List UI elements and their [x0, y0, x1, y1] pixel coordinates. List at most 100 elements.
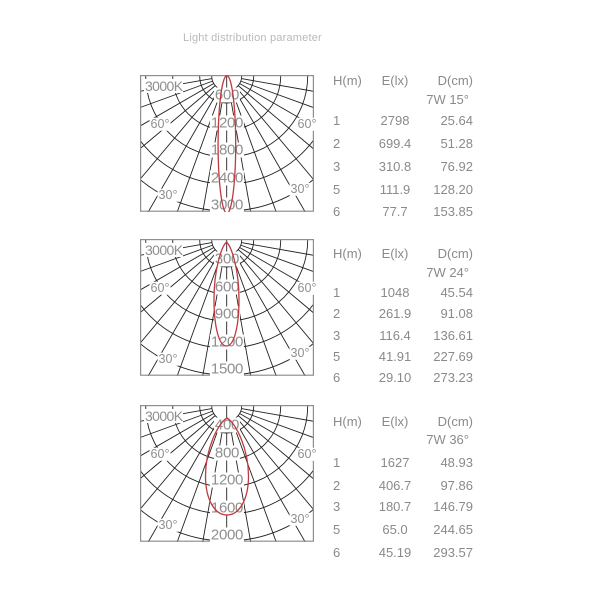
table-row: 1 1048 45.54: [333, 285, 473, 301]
cell-h: 2: [333, 306, 341, 321]
col-header-d: D(cm): [437, 246, 473, 261]
cell-e: 41.91: [378, 349, 412, 364]
table-row: 5 41.91 227.69: [333, 349, 473, 365]
cell-d: 76.92: [440, 159, 473, 174]
col-header-d: D(cm): [437, 414, 473, 429]
cell-d: 244.65: [433, 522, 473, 537]
photometric-diagram-36deg: 3000K 400 800 1200 1600 2000 60° 60° 30°…: [140, 405, 318, 544]
radial-tick-label: 600: [213, 278, 241, 296]
photometric-diagram-24deg: 3000K 300 600 900 1200 1500 60° 60° 30° …: [140, 239, 318, 377]
cell-d: 136.61: [433, 328, 473, 343]
cell-e: 406.7: [378, 478, 412, 493]
angle-label-30-right: 30°: [289, 181, 311, 196]
table-header-row: H(m) E(lx) D(cm): [333, 414, 473, 430]
table-row: 5 111.9 128.20: [333, 182, 473, 198]
cell-d: 51.28: [440, 136, 473, 151]
cell-d: 153.85: [433, 204, 473, 219]
cell-d: 273.23: [433, 370, 473, 385]
cct-label: 3000K: [144, 242, 184, 258]
angle-label-30-left: 30°: [157, 187, 179, 202]
table-row: 5 65.0 244.65: [333, 522, 473, 538]
col-header-e: E(lx): [381, 414, 409, 429]
table-row: 1 2798 25.64: [333, 113, 473, 129]
cell-h: 1: [333, 285, 341, 300]
cell-h: 3: [333, 159, 341, 174]
cell-h: 5: [333, 522, 341, 537]
radial-tick-label: 3000: [209, 196, 245, 214]
col-header-h: H(m): [333, 246, 362, 261]
cell-e: 1048: [380, 285, 410, 300]
cell-d: 97.86: [440, 478, 473, 493]
cell-h: 2: [333, 136, 341, 151]
cell-d: 293.57: [433, 545, 473, 560]
table-row: 6 29.10 273.23: [333, 370, 473, 386]
angle-label-30-right: 30°: [289, 511, 311, 526]
table-header-row: H(m) E(lx) D(cm): [333, 73, 473, 89]
radial-tick-label: 2000: [209, 526, 245, 544]
photometric-diagram-15deg: 3000K 600 1200 1800 2400 3000 60° 60° 30…: [140, 75, 318, 214]
col-header-h: H(m): [333, 73, 362, 88]
table-row: 2 699.4 51.28: [333, 136, 473, 152]
col-header-e: E(lx): [381, 246, 409, 261]
cct-label: 3000K: [144, 78, 184, 94]
cell-h: 6: [333, 370, 341, 385]
angle-label-30-right: 30°: [289, 345, 311, 360]
cell-e: 77.7: [382, 204, 408, 219]
cell-h: 1: [333, 113, 341, 128]
radial-tick-label: 800: [213, 444, 241, 462]
radial-tick-label: 1200: [209, 333, 245, 350]
table-row: 6 45.19 293.57: [333, 545, 473, 561]
radial-tick-label: 2400: [209, 169, 245, 186]
cell-d: 48.93: [440, 455, 473, 470]
table-header-row: H(m) E(lx) D(cm): [333, 246, 473, 262]
cell-d: 45.54: [440, 285, 473, 300]
angle-label-60-left: 60°: [149, 280, 171, 295]
radial-tick-label: 1200: [209, 471, 245, 489]
radial-tick-label: 900: [213, 305, 241, 323]
cell-d: 227.69: [433, 349, 473, 364]
col-header-d: D(cm): [437, 73, 473, 88]
table-row: 3 310.8 76.92: [333, 159, 473, 175]
table-row: 3 116.4 136.61: [333, 328, 473, 344]
cell-e: 45.19: [378, 545, 412, 560]
angle-label-60-left: 60°: [149, 116, 171, 131]
cell-d: 91.08: [440, 306, 473, 321]
cell-e: 29.10: [378, 370, 412, 385]
table-row: 2 261.9 91.08: [333, 306, 473, 322]
cct-label: 3000K: [144, 408, 184, 424]
page-title: Light distribution parameter: [183, 32, 322, 44]
cell-h: 6: [333, 545, 341, 560]
angle-label-60-right: 60°: [296, 116, 318, 131]
radial-tick-label: 400: [213, 416, 241, 434]
radial-tick-label: 300: [213, 250, 241, 268]
cell-e: 310.8: [378, 159, 412, 174]
cell-e: 261.9: [378, 306, 412, 321]
radial-tick-label: 1200: [209, 114, 245, 132]
cell-d: 25.64: [440, 113, 473, 128]
table-row: 6 77.7 153.85: [333, 204, 473, 220]
radial-tick-label: 1800: [209, 141, 245, 159]
angle-label-60-left: 60°: [149, 446, 171, 461]
cell-e: 65.0: [382, 522, 408, 537]
table-row: 1 1627 48.93: [333, 455, 473, 471]
cell-e: 1627: [380, 455, 410, 470]
cell-e: 180.7: [378, 499, 412, 514]
angle-label-30-left: 30°: [157, 517, 179, 532]
beam-spec-label: 7W 36°: [426, 432, 469, 447]
cell-h: 5: [333, 349, 341, 364]
col-header-h: H(m): [333, 414, 362, 429]
radial-tick-label: 1600: [209, 499, 245, 516]
angle-label-60-right: 60°: [296, 446, 318, 461]
cell-d: 146.79: [433, 499, 473, 514]
cell-d: 128.20: [433, 182, 473, 197]
beam-spec-label: 7W 24°: [426, 265, 469, 280]
cell-e: 2798: [380, 113, 410, 128]
cell-h: 5: [333, 182, 341, 197]
cell-e: 699.4: [378, 136, 412, 151]
cell-h: 3: [333, 499, 341, 514]
angle-label-30-left: 30°: [157, 351, 179, 366]
cell-e: 116.4: [379, 328, 411, 343]
col-header-e: E(lx): [381, 73, 409, 88]
cell-e: 111.9: [379, 182, 411, 197]
